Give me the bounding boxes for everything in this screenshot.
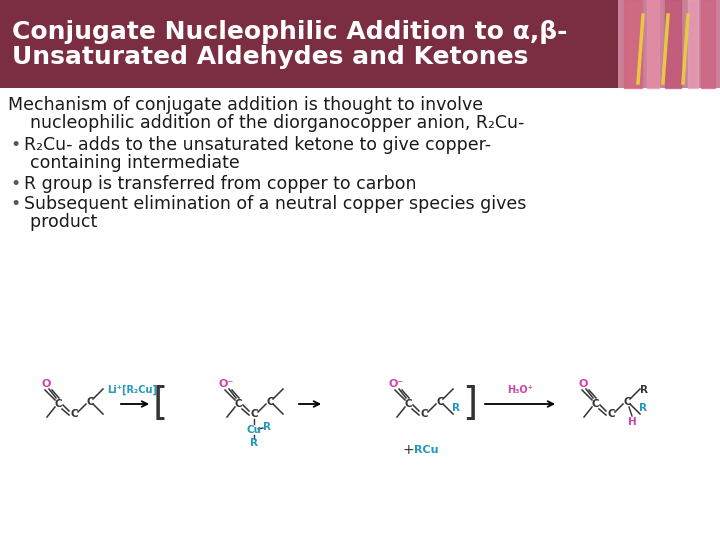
Text: Li⁺[R₂Cu]⁻: Li⁺[R₂Cu]⁻ (107, 385, 163, 395)
Text: C: C (266, 397, 274, 407)
Text: R: R (263, 422, 271, 432)
Text: •: • (10, 174, 20, 193)
Text: containing intermediate: containing intermediate (8, 154, 240, 172)
Text: R: R (250, 438, 258, 448)
Text: •: • (10, 195, 20, 213)
Text: C: C (54, 399, 62, 409)
Text: O: O (41, 379, 50, 389)
Text: C: C (86, 397, 94, 407)
Text: O⁻: O⁻ (218, 379, 233, 389)
Text: C: C (591, 399, 599, 409)
Text: R: R (640, 385, 648, 395)
Text: RCu: RCu (414, 445, 438, 455)
Text: O: O (578, 379, 588, 389)
Text: H₃O⁺: H₃O⁺ (507, 385, 533, 395)
Text: R: R (452, 403, 460, 413)
Text: C: C (250, 409, 258, 419)
Text: +: + (402, 443, 414, 457)
Text: C: C (624, 397, 631, 407)
Text: C: C (234, 399, 242, 409)
Text: C: C (436, 397, 444, 407)
Text: R₂Cu- adds to the unsaturated ketone to give copper-: R₂Cu- adds to the unsaturated ketone to … (24, 136, 491, 154)
Text: [: [ (153, 385, 168, 423)
Bar (618, 0, 720, 88)
Text: C: C (607, 409, 615, 419)
Text: R group is transferred from copper to carbon: R group is transferred from copper to ca… (24, 174, 416, 193)
Text: ]: ] (462, 385, 477, 423)
Text: Subsequent elimination of a neutral copper species gives: Subsequent elimination of a neutral copp… (24, 195, 526, 213)
Text: Unsaturated Aldehydes and Ketones: Unsaturated Aldehydes and Ketones (12, 45, 528, 69)
Bar (0, 0, 720, 88)
Text: Mechanism of conjugate addition is thought to involve: Mechanism of conjugate addition is thoug… (8, 96, 483, 114)
Text: Cu: Cu (246, 425, 261, 435)
Text: C: C (420, 409, 428, 419)
Text: nucleophilic addition of the diorganocopper anion, R₂Cu-: nucleophilic addition of the diorganocop… (8, 114, 524, 132)
Text: R: R (639, 403, 647, 413)
Text: •: • (10, 136, 20, 154)
Text: H: H (628, 417, 636, 427)
Text: product: product (8, 213, 97, 232)
Text: C: C (70, 409, 78, 419)
Text: C: C (404, 399, 412, 409)
Text: O⁻: O⁻ (388, 379, 404, 389)
Text: Conjugate Nucleophilic Addition to α,β-: Conjugate Nucleophilic Addition to α,β- (12, 20, 567, 44)
